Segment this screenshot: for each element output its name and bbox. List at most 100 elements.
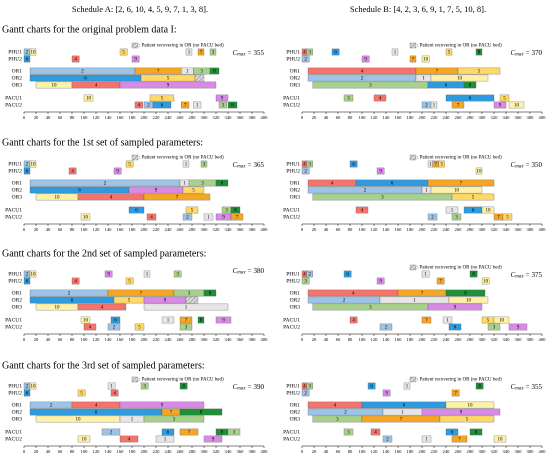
task-label: 2 (304, 57, 307, 62)
task-bar (83, 94, 94, 102)
cmax-subscript: max (237, 387, 246, 392)
task-label: 2 (110, 430, 113, 435)
task-label: 1 (446, 318, 449, 323)
task-label: 1 (424, 272, 427, 277)
row-label: PACU2 (283, 436, 300, 442)
x-tick-label: 0 (23, 337, 26, 342)
task-label: 2 (104, 181, 107, 186)
x-tick-label: 200 (141, 227, 149, 232)
task-bar (451, 389, 460, 397)
x-tick-label: 320 (491, 115, 499, 120)
cmax-relation: = (248, 267, 252, 275)
task-bar (182, 186, 205, 194)
x-tick-label: 260 (177, 449, 185, 454)
task-label: 5 (138, 325, 141, 330)
task-label: 9 (116, 169, 119, 174)
x-tick-label: 300 (201, 115, 209, 120)
legend-swatch (409, 42, 417, 49)
x-tick-label: 240 (443, 337, 451, 342)
task-label: 6 (472, 208, 475, 213)
task-label: 1 (183, 181, 186, 186)
task-label: 4 (303, 272, 306, 277)
task-bar (107, 323, 121, 331)
x-tick-label: 280 (467, 227, 475, 232)
x-tick-label: 360 (237, 227, 245, 232)
cmax-value: 355 (532, 383, 543, 391)
x-tick-label: 240 (443, 115, 451, 120)
task-label: 7 (435, 162, 438, 167)
row-label: OR2 (290, 297, 301, 303)
x-tick-label: 40 (46, 449, 51, 454)
x-tick-label: 300 (479, 115, 487, 120)
task-bar (209, 67, 220, 75)
x-tick-label: 220 (431, 337, 439, 342)
x-tick-label: 160 (117, 449, 125, 454)
x-tick-label: 60 (336, 449, 341, 454)
x-tick-label: 340 (503, 337, 511, 342)
x-tick-label: 380 (527, 337, 535, 342)
task-label: 4 (128, 437, 131, 442)
x-tick-label: 220 (153, 227, 161, 232)
x-tick-label: 220 (153, 337, 161, 342)
task-bar (215, 316, 232, 324)
task-label: 1 (413, 298, 416, 303)
x-tick-label: 140 (383, 227, 391, 232)
task-label: 1 (394, 50, 397, 55)
x-tick-label: 40 (46, 115, 51, 120)
task-label: 3 (233, 430, 236, 435)
x-tick-label: 20 (34, 227, 39, 232)
task-label: 5 (122, 50, 125, 55)
task-bar (439, 415, 495, 423)
task-label: 4 (361, 208, 364, 213)
task-label: 8 (200, 318, 203, 323)
task-label: 9 (134, 57, 137, 62)
task-bar (104, 270, 113, 278)
x-tick-label: 300 (479, 337, 487, 342)
task-label: 1 (207, 215, 210, 220)
task-label: 1 (401, 410, 404, 415)
task-label: 1 (110, 384, 113, 389)
legend-text: : Patient recovering in OR (no PACU bed) (417, 156, 502, 161)
task-label: 10 (514, 103, 520, 108)
task-label: 9 (379, 279, 382, 284)
task-label: 5 (487, 318, 490, 323)
cmax-symbol: C (233, 383, 238, 391)
task-label: 10 (52, 83, 58, 88)
task-label: 4 (113, 391, 116, 396)
x-tick-label: 160 (395, 115, 403, 120)
cmax-value: 365 (254, 161, 265, 169)
x-tick-label: 140 (383, 115, 391, 120)
task-bar (451, 213, 462, 221)
task-label: 7 (236, 215, 239, 220)
task-label: 6 (346, 272, 349, 277)
x-tick-label: 0 (301, 227, 304, 232)
task-label: 9 (212, 437, 215, 442)
task-label: 2 (344, 410, 347, 415)
legend-swatch (409, 376, 417, 383)
legend-swatch (409, 154, 417, 161)
x-tick-label: 280 (189, 449, 197, 454)
cmax-label: Cmax = 350 (511, 161, 543, 170)
task-bar (179, 316, 193, 324)
task-label: 10 (31, 384, 37, 389)
task-label: 9 (460, 410, 463, 415)
x-tick-label: 140 (383, 449, 391, 454)
x-tick-label: 260 (177, 227, 185, 232)
x-tick-label: 180 (129, 227, 137, 232)
row-label: PACU2 (5, 324, 22, 330)
task-label: 8 (464, 291, 467, 296)
task-label: 10 (55, 305, 61, 310)
x-tick-label: 60 (58, 115, 63, 120)
row-label: PHU1 (286, 383, 300, 389)
x-tick-label: 400 (539, 337, 547, 342)
x-tick-label: 60 (58, 337, 63, 342)
row-label: OR1 (290, 402, 301, 408)
x-tick-label: 140 (105, 115, 113, 120)
x-tick-label: 80 (70, 115, 75, 120)
task-bar (508, 101, 525, 109)
x-tick-label: 0 (301, 115, 304, 120)
task-bar (469, 270, 478, 278)
x-tick-label: 240 (443, 227, 451, 232)
task-label: 3 (222, 103, 225, 108)
task-bar (181, 101, 190, 109)
